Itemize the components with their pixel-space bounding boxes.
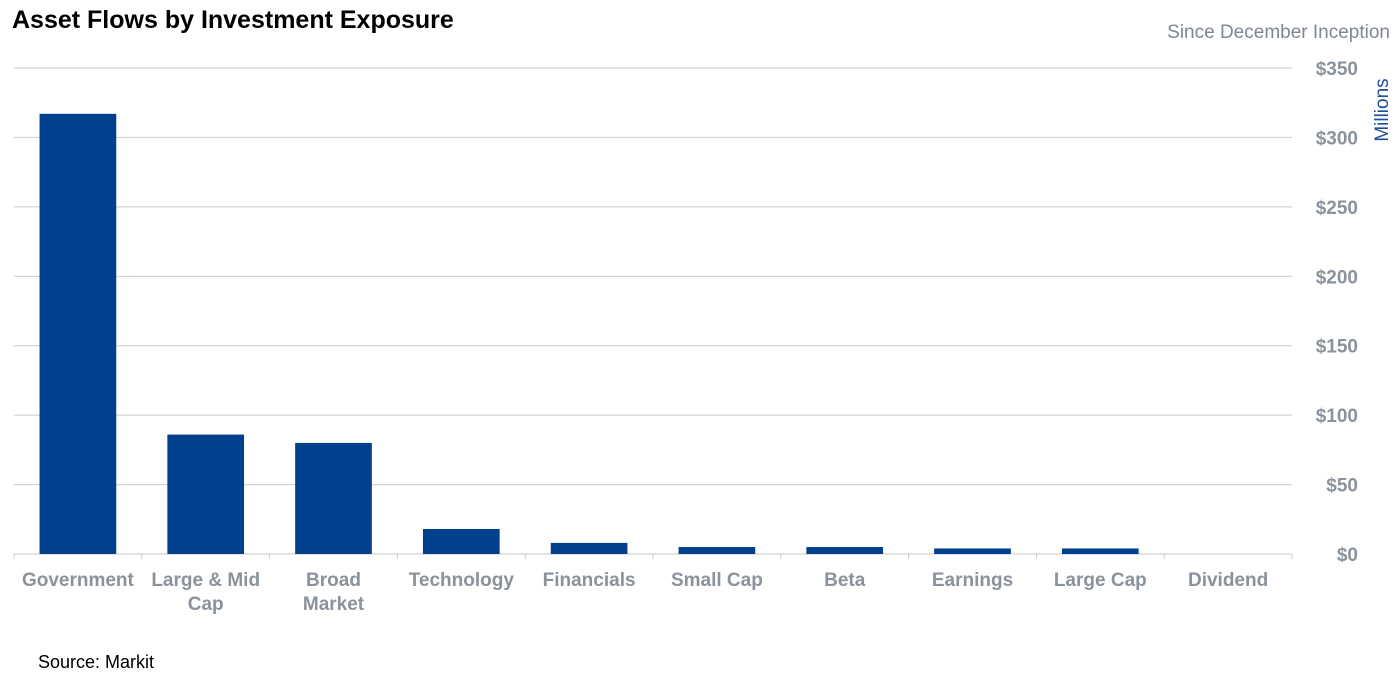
x-tick-label: Large & Mid Cap: [151, 570, 260, 615]
bar: [1061, 548, 1139, 554]
x-axis-ticks: Government Large & Mid Cap Broad Market Techn…: [22, 570, 1268, 615]
bar: [39, 113, 117, 554]
y-axis-ticks: $0 $50 $100 $150 $200 $250 $300 $350: [1316, 59, 1358, 566]
x-tick-label: Dividend: [1188, 570, 1268, 591]
x-tick-label: Beta: [824, 570, 866, 591]
bar: [678, 547, 756, 554]
source-note: Source: Markit: [38, 652, 155, 672]
chart-subtitle: Since December Inception: [1167, 22, 1390, 43]
y-tick-label: $300: [1316, 128, 1358, 149]
x-tick-label: Financials: [543, 570, 636, 591]
y-tick-label: $150: [1316, 337, 1358, 358]
bar: [550, 542, 628, 554]
x-tick-label: Earnings: [932, 570, 1013, 591]
bars: [39, 113, 1139, 554]
x-tick-label: Large Cap: [1054, 570, 1147, 591]
bar: [806, 547, 884, 554]
x-tick-label: Broad Market: [303, 570, 365, 615]
y-tick-label: $350: [1316, 59, 1358, 80]
x-tick-label: Government: [22, 570, 135, 591]
x-tick-label: Technology: [409, 570, 515, 591]
y-tick-label: $250: [1316, 198, 1358, 219]
y-tick-label: $0: [1337, 545, 1358, 566]
bar: [295, 442, 372, 554]
y-tick-label: $50: [1326, 476, 1358, 497]
chart-title: Asset Flows by Investment Exposure: [12, 6, 454, 34]
bar: [167, 434, 245, 554]
bar: [934, 548, 1011, 554]
y-tick-label: $200: [1316, 267, 1358, 288]
x-tick-label: Small Cap: [671, 570, 763, 591]
y-tick-label: $100: [1316, 406, 1358, 427]
bar: [422, 529, 500, 554]
